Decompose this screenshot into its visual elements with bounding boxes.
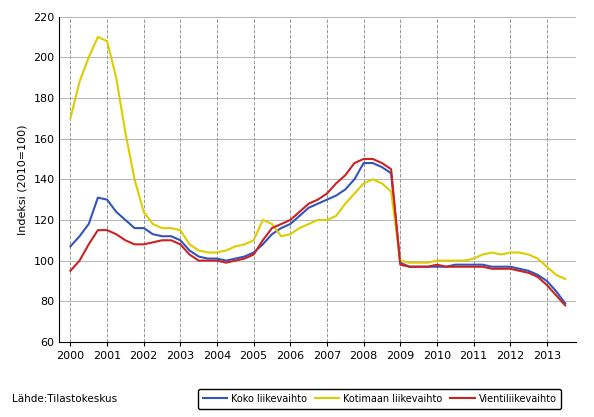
Koko liikevaihto — [67, 244, 74, 249]
Koko liikevaihto — [516, 266, 523, 271]
Kotimaan liikevaihto — [67, 116, 74, 121]
Kotimaan liikevaihto — [195, 248, 202, 253]
Koko liikevaihto — [122, 218, 129, 223]
Line: Vientiliikevaihto: Vientiliikevaihto — [71, 159, 565, 305]
Vientiliikevaihto — [561, 303, 568, 308]
Kotimaan liikevaihto — [259, 218, 266, 223]
Kotimaan liikevaihto — [168, 226, 175, 231]
Y-axis label: Indeksi (2010=100): Indeksi (2010=100) — [18, 124, 28, 234]
Kotimaan liikevaihto — [516, 250, 523, 255]
Line: Kotimaan liikevaihto: Kotimaan liikevaihto — [71, 37, 565, 279]
Vientiliikevaihto — [360, 156, 367, 161]
Vientiliikevaihto — [122, 238, 129, 243]
Koko liikevaihto — [159, 234, 166, 239]
Kotimaan liikevaihto — [561, 276, 568, 281]
Koko liikevaihto — [552, 289, 560, 294]
Vientiliikevaihto — [186, 252, 193, 257]
Koko liikevaihto — [250, 250, 257, 255]
Koko liikevaihto — [186, 248, 193, 253]
Kotimaan liikevaihto — [94, 35, 102, 40]
Vientiliikevaihto — [516, 268, 523, 273]
Vientiliikevaihto — [67, 268, 74, 273]
Vientiliikevaihto — [552, 293, 560, 298]
Vientiliikevaihto — [159, 238, 166, 243]
Vientiliikevaihto — [250, 252, 257, 257]
Legend: Koko liikevaihto, Kotimaan liikevaihto, Vientiliikevaihto: Koko liikevaihto, Kotimaan liikevaihto, … — [198, 389, 561, 409]
Kotimaan liikevaihto — [131, 177, 138, 182]
Kotimaan liikevaihto — [552, 272, 560, 277]
Line: Koko liikevaihto: Koko liikevaihto — [71, 163, 565, 303]
Koko liikevaihto — [561, 301, 568, 306]
Koko liikevaihto — [360, 161, 367, 166]
Text: Lähde:Tilastokeskus: Lähde:Tilastokeskus — [12, 394, 117, 404]
